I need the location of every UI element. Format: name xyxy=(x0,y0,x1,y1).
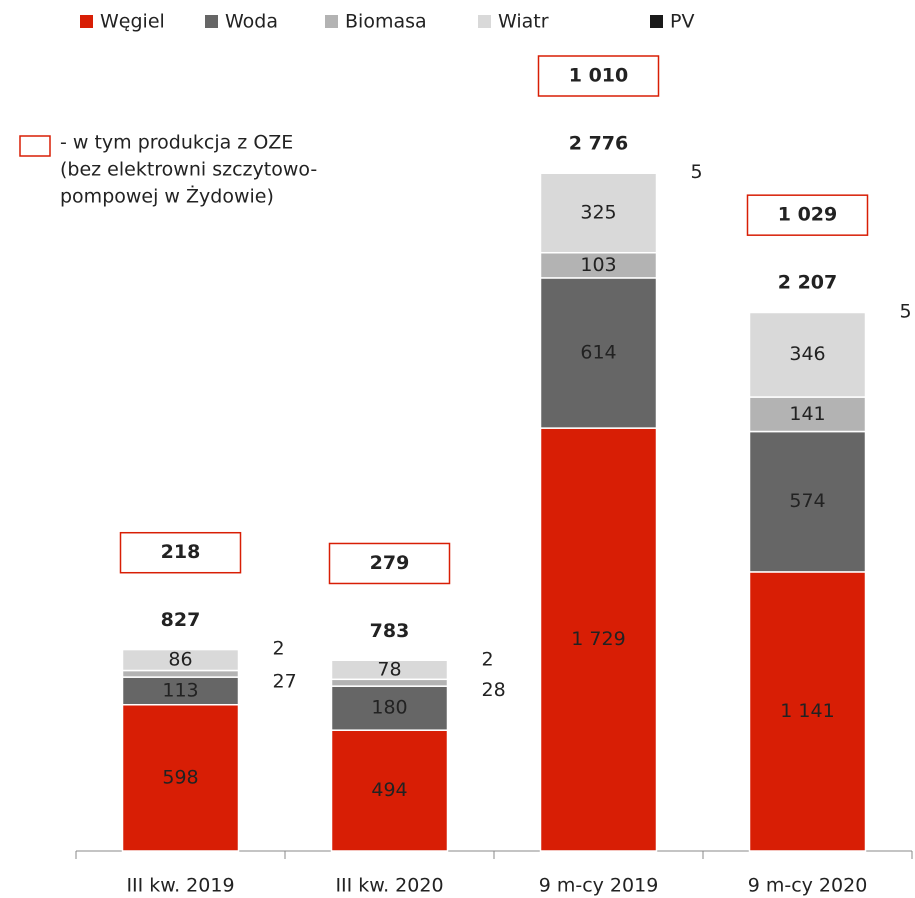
value-label: 494 xyxy=(371,779,407,801)
x-tick-label: III kw. 2020 xyxy=(335,875,443,897)
x-tick-label: 9 m-cy 2019 xyxy=(539,875,659,897)
value-label: 598 xyxy=(162,766,198,788)
legend-swatch xyxy=(478,15,491,28)
value-label: 5 xyxy=(900,300,912,322)
bar-segment xyxy=(539,172,658,254)
value-label: 346 xyxy=(789,343,825,365)
oze-label: 1 029 xyxy=(778,204,838,226)
value-label: 180 xyxy=(371,697,407,719)
value-label: 86 xyxy=(168,648,192,670)
bar-segment xyxy=(121,676,240,706)
value-label: 574 xyxy=(789,490,825,512)
x-tick-label: 9 m-cy 2020 xyxy=(748,875,868,897)
bar-segment xyxy=(539,427,658,852)
bar-segment xyxy=(330,729,449,852)
oze-label: 279 xyxy=(370,552,410,574)
oze-label: 1 010 xyxy=(569,65,629,87)
total-label: 2 207 xyxy=(778,272,838,294)
value-label: 614 xyxy=(580,342,616,364)
value-label: 113 xyxy=(162,679,198,701)
oze-box xyxy=(537,55,660,97)
bar-segment xyxy=(748,311,867,398)
note-box xyxy=(19,135,51,157)
note-line: pompowej w Żydowie) xyxy=(60,185,274,208)
total-label: 783 xyxy=(370,620,410,642)
value-label: 1 141 xyxy=(780,700,834,722)
value-label: 27 xyxy=(273,670,297,692)
legend-label: PV xyxy=(670,11,694,33)
value-label: 325 xyxy=(580,201,616,223)
legend-label: Węgiel xyxy=(100,11,165,33)
x-tick-label: III kw. 2019 xyxy=(126,875,234,897)
bar-segment xyxy=(748,310,867,314)
oze-box xyxy=(119,531,242,574)
bar-segment xyxy=(330,678,449,687)
bar-segment xyxy=(748,430,867,573)
bar-segment xyxy=(539,171,658,174)
legend-label: Wiatr xyxy=(498,11,549,33)
note-line: - w tym produkcja z OZE xyxy=(60,132,293,154)
value-label: 1 729 xyxy=(571,628,625,650)
total-label: 827 xyxy=(161,609,201,631)
oze-label: 218 xyxy=(161,541,201,563)
oze-box xyxy=(746,194,869,236)
legend-swatch xyxy=(650,15,663,28)
legend-swatch xyxy=(325,15,338,28)
bar-segment xyxy=(748,571,867,852)
value-label: 141 xyxy=(789,403,825,425)
bar-segment xyxy=(748,396,867,433)
value-label: 2 xyxy=(273,638,285,660)
bar-segment xyxy=(121,669,240,678)
bar-segment xyxy=(539,277,658,429)
total-label: 2 776 xyxy=(569,133,629,155)
legend-label: Woda xyxy=(225,11,278,33)
value-label: 103 xyxy=(580,254,616,276)
note-line: (bez elektrowni szczytowo- xyxy=(60,159,317,181)
bar-segment xyxy=(121,703,240,852)
value-label: 2 xyxy=(482,648,494,670)
value-label: 78 xyxy=(377,658,401,680)
oze-box xyxy=(328,542,451,585)
legend-swatch xyxy=(205,15,218,28)
legend-swatch xyxy=(80,15,93,28)
legend-label: Biomasa xyxy=(345,11,427,33)
value-label: 28 xyxy=(482,679,506,701)
value-label: 5 xyxy=(691,161,703,183)
